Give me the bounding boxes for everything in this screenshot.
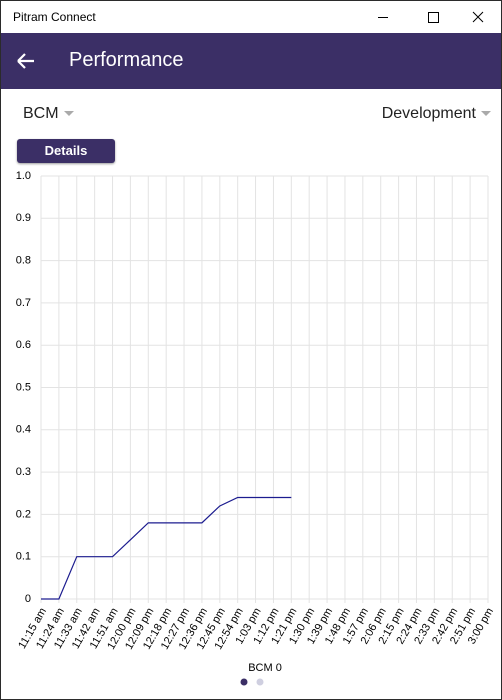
x-tick-label: 12:18 pm bbox=[141, 606, 174, 652]
page-indicator bbox=[240, 678, 248, 686]
close[interactable] bbox=[472, 11, 484, 23]
x-tick-label: 1:57 pm bbox=[341, 606, 371, 646]
y-tick-label: 0.7 bbox=[16, 297, 31, 309]
y-tick-label: 0.8 bbox=[16, 255, 31, 267]
x-tick-label: 12:00 pm bbox=[105, 606, 138, 652]
x-tick-label: 12:45 pm bbox=[195, 606, 228, 652]
x-tick-label: 1:48 pm bbox=[323, 606, 353, 646]
environment-dropdown[interactable]: Development bbox=[382, 105, 491, 123]
machine-dropdown[interactable]: BCM bbox=[23, 105, 74, 123]
x-tick-label: 12:36 pm bbox=[177, 606, 210, 652]
x-tick-label: 1:30 pm bbox=[287, 606, 317, 646]
x-tick-label: 11:33 am bbox=[52, 606, 85, 651]
details-button[interactable]: Details bbox=[17, 139, 115, 163]
y-tick-label: 0.4 bbox=[16, 424, 31, 436]
page-indicator bbox=[256, 678, 264, 686]
x-tick-label: 3:00 pm bbox=[466, 606, 496, 646]
x-tick-label: 1:12 pm bbox=[251, 606, 281, 646]
y-tick-label: 0.6 bbox=[16, 339, 31, 351]
x-tick-label: 11:51 am bbox=[88, 606, 121, 651]
x-tick-label: 2:33 pm bbox=[412, 606, 442, 646]
x-tick-label: 11:24 am bbox=[34, 606, 67, 651]
y-tick-label: 0.5 bbox=[16, 381, 31, 393]
back-button[interactable] bbox=[11, 33, 51, 89]
y-tick-label: 0.3 bbox=[16, 466, 31, 478]
window-controls bbox=[378, 11, 484, 23]
title-bar: Pitram Connect bbox=[1, 1, 501, 33]
dropdown-label: BCM bbox=[23, 105, 59, 122]
series-line bbox=[41, 496, 292, 600]
x-tick-label: 11:42 am bbox=[70, 606, 103, 651]
x-tick-label: 1:03 pm bbox=[233, 606, 263, 646]
page-title: Performance bbox=[69, 49, 184, 71]
x-tick-label: 12:54 pm bbox=[212, 606, 245, 652]
maximize[interactable] bbox=[428, 12, 439, 23]
app-header: Performance bbox=[1, 33, 501, 89]
y-tick-label: 1.0 bbox=[16, 170, 31, 182]
y-tick-label: 0.9 bbox=[16, 212, 31, 224]
x-tick-label: 12:27 pm bbox=[159, 606, 192, 652]
y-tick-label: 0.2 bbox=[16, 508, 31, 520]
x-tick-label: 2:06 pm bbox=[359, 606, 389, 646]
window-title: Pitram Connect bbox=[13, 10, 96, 24]
y-tick-label: 0.1 bbox=[16, 551, 31, 563]
legend-label: BCM 0 bbox=[248, 662, 282, 674]
x-tick-label: 1:39 pm bbox=[305, 606, 335, 646]
y-tick-label: 0 bbox=[25, 593, 31, 605]
x-tick-label: 2:15 pm bbox=[376, 606, 406, 646]
dropdown-label: Development bbox=[381, 105, 476, 122]
x-tick-label: 12:09 pm bbox=[123, 606, 156, 652]
x-tick-label: 1:21 pm bbox=[269, 606, 299, 646]
x-tick-label: 2:51 pm bbox=[448, 606, 478, 646]
x-tick-label: 2:42 pm bbox=[430, 606, 460, 646]
x-tick-label: 11:15 am bbox=[16, 606, 49, 651]
x-tick-label: 2:24 pm bbox=[394, 606, 424, 646]
